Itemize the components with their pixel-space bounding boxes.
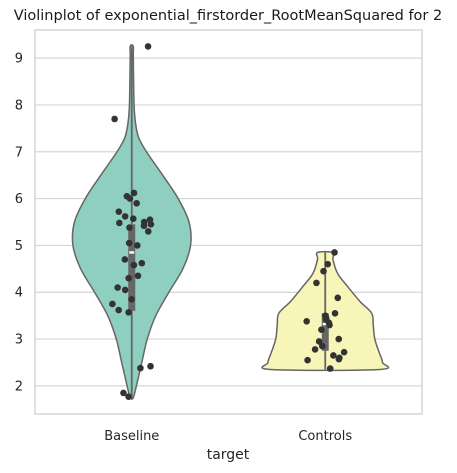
point-baseline-21 bbox=[134, 272, 142, 280]
point-baseline-22 bbox=[125, 274, 132, 282]
point-baseline-12 bbox=[147, 221, 155, 228]
point-controls-1 bbox=[324, 260, 332, 268]
point-baseline-15 bbox=[144, 228, 152, 235]
point-baseline-11 bbox=[116, 219, 123, 227]
point-baseline-6 bbox=[115, 208, 123, 215]
point-baseline-18 bbox=[121, 256, 129, 263]
point-baseline-32 bbox=[125, 393, 132, 400]
point-baseline-7 bbox=[121, 213, 129, 220]
point-baseline-5 bbox=[133, 199, 140, 207]
x-tick-labels: Baseline Controls bbox=[104, 429, 352, 444]
point-baseline-2 bbox=[130, 189, 138, 197]
point-controls-3 bbox=[313, 279, 320, 287]
point-baseline-0 bbox=[144, 43, 152, 50]
point-controls-15 bbox=[318, 342, 326, 350]
point-baseline-25 bbox=[128, 295, 135, 303]
x-tick-baseline: Baseline bbox=[104, 429, 159, 444]
point-baseline-13 bbox=[140, 222, 148, 230]
y-tick-7: 7 bbox=[15, 145, 23, 160]
point-controls-13 bbox=[335, 335, 343, 343]
y-tick-2: 2 bbox=[15, 379, 23, 394]
box-controls bbox=[321, 313, 329, 351]
point-baseline-16 bbox=[125, 239, 133, 247]
y-tick-4: 4 bbox=[15, 286, 23, 301]
point-baseline-20 bbox=[130, 261, 138, 269]
point-baseline-8 bbox=[129, 215, 137, 223]
y-tick-3: 3 bbox=[15, 333, 23, 348]
y-tick-9: 9 bbox=[15, 52, 23, 67]
point-baseline-28 bbox=[125, 309, 132, 316]
y-tick-6: 6 bbox=[15, 192, 23, 207]
point-baseline-19 bbox=[138, 259, 146, 267]
point-baseline-1 bbox=[111, 115, 118, 123]
point-controls-18 bbox=[330, 352, 337, 359]
point-baseline-17 bbox=[134, 242, 141, 249]
y-tick-5: 5 bbox=[15, 239, 23, 254]
median-controls bbox=[322, 322, 328, 326]
point-baseline-14 bbox=[126, 224, 133, 231]
box-baseline bbox=[128, 224, 136, 311]
point-controls-0 bbox=[331, 249, 338, 256]
point-controls-16 bbox=[311, 346, 319, 353]
point-controls-17 bbox=[340, 348, 348, 356]
point-controls-14 bbox=[315, 338, 323, 345]
plot-frame bbox=[34, 29, 423, 415]
point-baseline-24 bbox=[121, 286, 129, 294]
point-controls-11 bbox=[326, 321, 333, 329]
point-baseline-30 bbox=[137, 364, 144, 372]
x-tick-controls: Controls bbox=[298, 429, 352, 444]
point-controls-20 bbox=[335, 355, 343, 363]
y-tick-8: 8 bbox=[15, 98, 23, 113]
point-controls-2 bbox=[320, 267, 327, 275]
data-points bbox=[109, 43, 348, 400]
x-axis-label: target bbox=[207, 447, 250, 463]
chart-title: Violinplot of exponential_firstorder_Roo… bbox=[14, 8, 442, 24]
point-baseline-31 bbox=[120, 389, 127, 397]
median-baseline bbox=[129, 251, 135, 254]
point-controls-5 bbox=[331, 310, 339, 317]
point-baseline-23 bbox=[114, 284, 121, 291]
point-baseline-4 bbox=[126, 195, 134, 202]
point-controls-22 bbox=[326, 365, 334, 372]
point-controls-9 bbox=[303, 317, 310, 325]
point-controls-21 bbox=[304, 356, 311, 364]
point-baseline-29 bbox=[147, 362, 154, 370]
y-tick-labels: 2 3 4 5 6 7 8 9 bbox=[15, 52, 23, 395]
point-controls-12 bbox=[318, 326, 325, 334]
point-baseline-26 bbox=[109, 300, 116, 308]
point-baseline-27 bbox=[115, 306, 122, 314]
point-controls-4 bbox=[334, 294, 342, 302]
